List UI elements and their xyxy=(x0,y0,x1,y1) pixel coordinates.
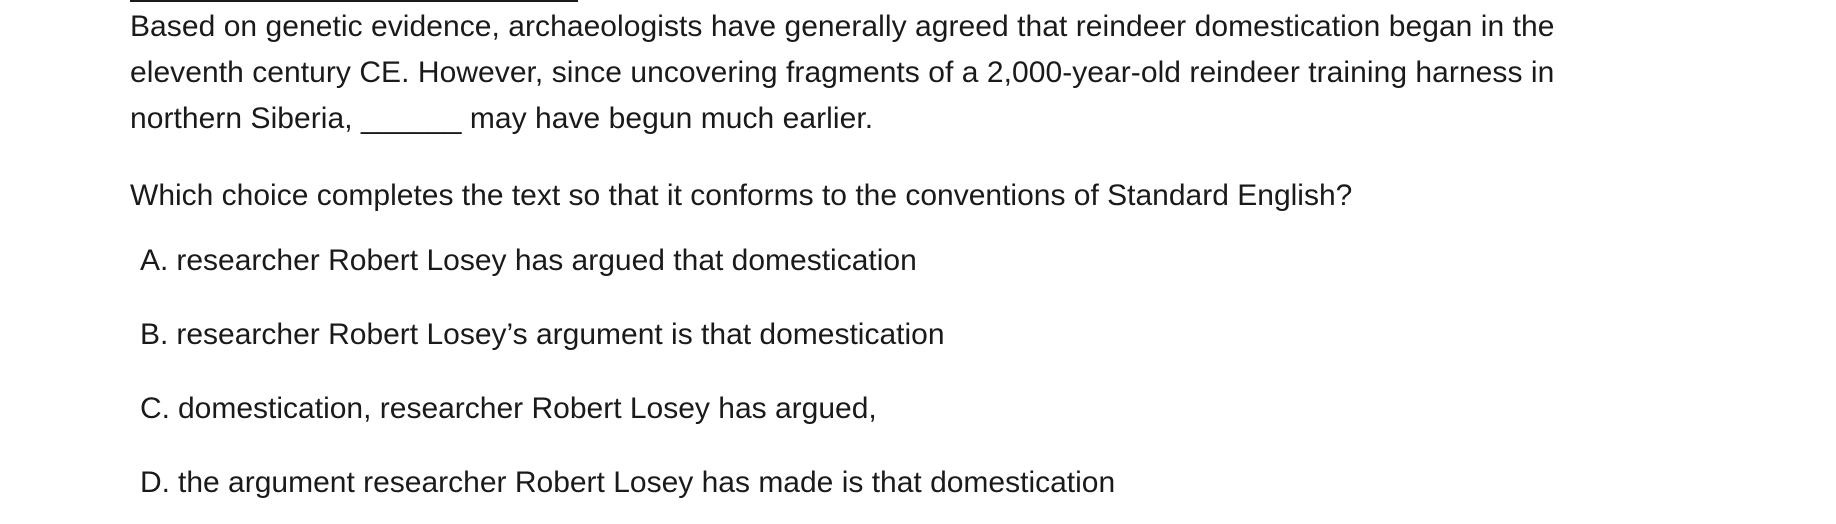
choice-text: the argument researcher Robert Losey has… xyxy=(178,466,1116,499)
passage-line: northern Siberia, ______ may have begun … xyxy=(130,102,874,135)
choice-letter: B. xyxy=(140,318,169,351)
passage-text: Based on genetic evidence, archaeologist… xyxy=(130,4,1690,142)
passage-line: Based on genetic evidence, archaeologist… xyxy=(130,10,1555,43)
choice-letter: C. xyxy=(140,392,170,425)
answer-choice-d[interactable]: D. the argument researcher Robert Losey h… xyxy=(140,460,1115,506)
answer-choice-a[interactable]: A. researcher Robert Losey has argued tha… xyxy=(140,238,917,284)
passage-line: eleventh century CE. However, since unco… xyxy=(130,56,1555,89)
question-prompt: Which choice completes the text so that … xyxy=(130,179,1353,212)
choice-text: researcher Robert Losey’s argument is th… xyxy=(176,318,945,351)
top-divider xyxy=(130,0,578,2)
choice-text: domestication, researcher Robert Losey h… xyxy=(178,392,877,425)
answer-choice-c[interactable]: C. domestication, researcher Robert Losey… xyxy=(140,386,877,432)
choice-letter: D. xyxy=(140,466,170,499)
choice-text: researcher Robert Losey has argued that … xyxy=(176,244,917,277)
choice-letter: A. xyxy=(140,244,169,277)
answer-choice-b[interactable]: B. researcher Robert Losey’s argument is … xyxy=(140,312,945,358)
